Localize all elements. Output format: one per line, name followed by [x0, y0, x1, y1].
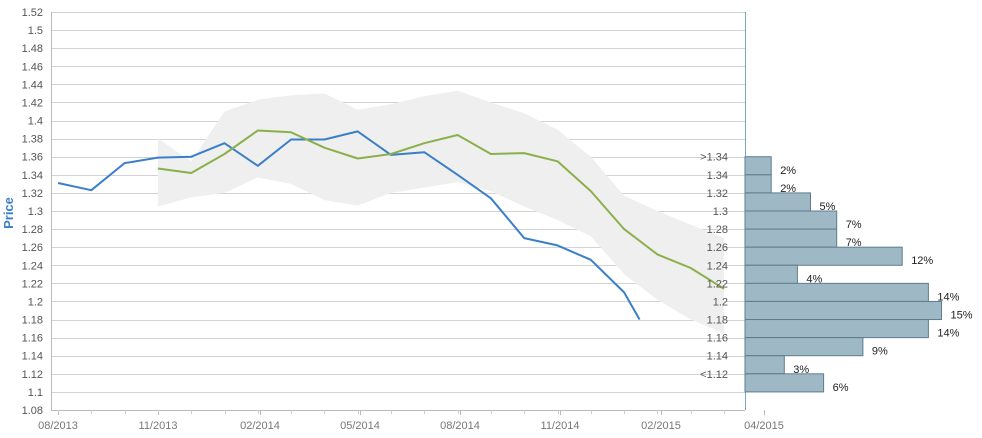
distribution-bar: [744, 174, 772, 194]
y-tick-label: 1.14: [22, 351, 43, 363]
distribution-percent-label: 6%: [833, 382, 849, 394]
y-tick-label: 1.36: [22, 152, 43, 164]
distribution-percent-label: 9%: [872, 346, 888, 358]
distribution-bar: [744, 355, 785, 375]
distribution-bin-label: 1.16: [707, 333, 728, 345]
distribution-bin-label: >1.34: [700, 152, 728, 164]
distribution-bar: [744, 210, 838, 230]
distribution-bin-label: 1.32: [707, 188, 728, 200]
distribution-percent-label: 14%: [937, 291, 959, 303]
y-tick-label: 1.24: [22, 260, 43, 272]
distribution-bin-label: 1.2: [713, 296, 728, 308]
distribution-percent-label: 3%: [793, 364, 809, 376]
y-tick-label: 1.46: [22, 61, 43, 73]
x-tick-label: 02/2015: [641, 420, 681, 432]
y-tick-label: 1.48: [22, 43, 43, 55]
distribution-percent-label: 2%: [780, 183, 796, 195]
y-axis-label: Price: [1, 197, 16, 229]
y-tick-label: 1.5: [28, 25, 43, 37]
distribution-bin-label: 1.28: [707, 224, 728, 236]
forecast-price-line: [157, 129, 725, 290]
y-tick-label: 1.44: [22, 79, 43, 91]
distribution-bin-label: 1.24: [707, 260, 728, 272]
distribution-bar: [744, 246, 903, 266]
y-tick-label: 1.26: [22, 242, 43, 254]
y-tick-label: 1.34: [22, 170, 43, 182]
series-lines: [57, 129, 725, 320]
distribution-bar: [744, 337, 864, 357]
y-tick-labels: 1.08 1.1 1.12 1.14 1.16 1.18 1.2 1.22 1.24 1.26 1.…: [22, 7, 43, 417]
y-tick-label: 1.2: [28, 296, 43, 308]
distribution-percent-label: 7%: [846, 219, 862, 231]
x-tick-labels: 08/2013 11/2013 02/2014 05/2014 08/2014 11/20…: [38, 410, 784, 432]
distribution-percent-label: 7%: [846, 237, 862, 249]
forecast-band: [157, 90, 724, 334]
y-tick-label: 1.42: [22, 97, 43, 109]
y-tick-label: 1.08: [22, 405, 43, 417]
distribution-percent-label: 4%: [806, 273, 822, 285]
y-tick-label: 1.28: [22, 224, 43, 236]
distribution-bin-label: <1.12: [700, 369, 728, 381]
distribution-bar: [744, 373, 825, 393]
y-tick-label: 1.52: [22, 7, 43, 19]
distribution-bar: [744, 192, 811, 212]
actual-price-line: [57, 130, 641, 320]
y-tick-label: 1.18: [22, 315, 43, 327]
distribution-bar: [744, 264, 798, 284]
distribution-percent-label: 12%: [911, 255, 933, 267]
x-tick-label: 11/2014: [541, 420, 580, 432]
y-tick-label: 1.32: [22, 188, 43, 200]
distribution-bin-label: 1.34: [707, 170, 728, 182]
y-tick-label: 1.4: [28, 116, 43, 128]
x-tick-label: 08/2014: [440, 420, 480, 432]
distribution-bin-label: 1.26: [707, 242, 728, 254]
x-tick-label: 11/2013: [139, 420, 178, 432]
y-tick-label: 1.3: [28, 206, 43, 218]
y-tick-label: 1.22: [22, 278, 43, 290]
x-tick-label: 04/2015: [744, 420, 784, 432]
y-tick-label: 1.16: [22, 333, 43, 345]
distribution-percent-label: 14%: [937, 328, 959, 340]
distribution-bin-label: 1.22: [707, 278, 728, 290]
distribution-percent-label: 15%: [951, 310, 973, 322]
x-tick-label: 05/2014: [340, 420, 380, 432]
distribution-bar: [744, 156, 772, 176]
distribution-bar: [744, 228, 838, 248]
x-tick-label: 02/2014: [240, 420, 280, 432]
forecast-range-band: [157, 90, 724, 334]
distribution-bar: [744, 319, 929, 339]
distribution-bin-label: 1.18: [707, 315, 728, 327]
distribution-panel: >1.34 2% 1.34 2% 1.32 5% 1.3 7% 1.28 7% 1.26 12% 1.2…: [700, 152, 973, 394]
distribution-bin-label: 1.14: [707, 351, 728, 363]
distribution-percent-label: 5%: [820, 201, 836, 213]
distribution-bar: [744, 282, 929, 302]
y-tick-label: 1.38: [22, 134, 43, 146]
y-tick-label: 1.1: [28, 387, 43, 399]
x-tick-label: 08/2013: [38, 420, 78, 432]
distribution-percent-label: 2%: [780, 165, 796, 177]
y-tick-label: 1.12: [22, 369, 43, 381]
distribution-bin-label: 1.3: [713, 206, 728, 218]
distribution-bar: [744, 300, 942, 321]
